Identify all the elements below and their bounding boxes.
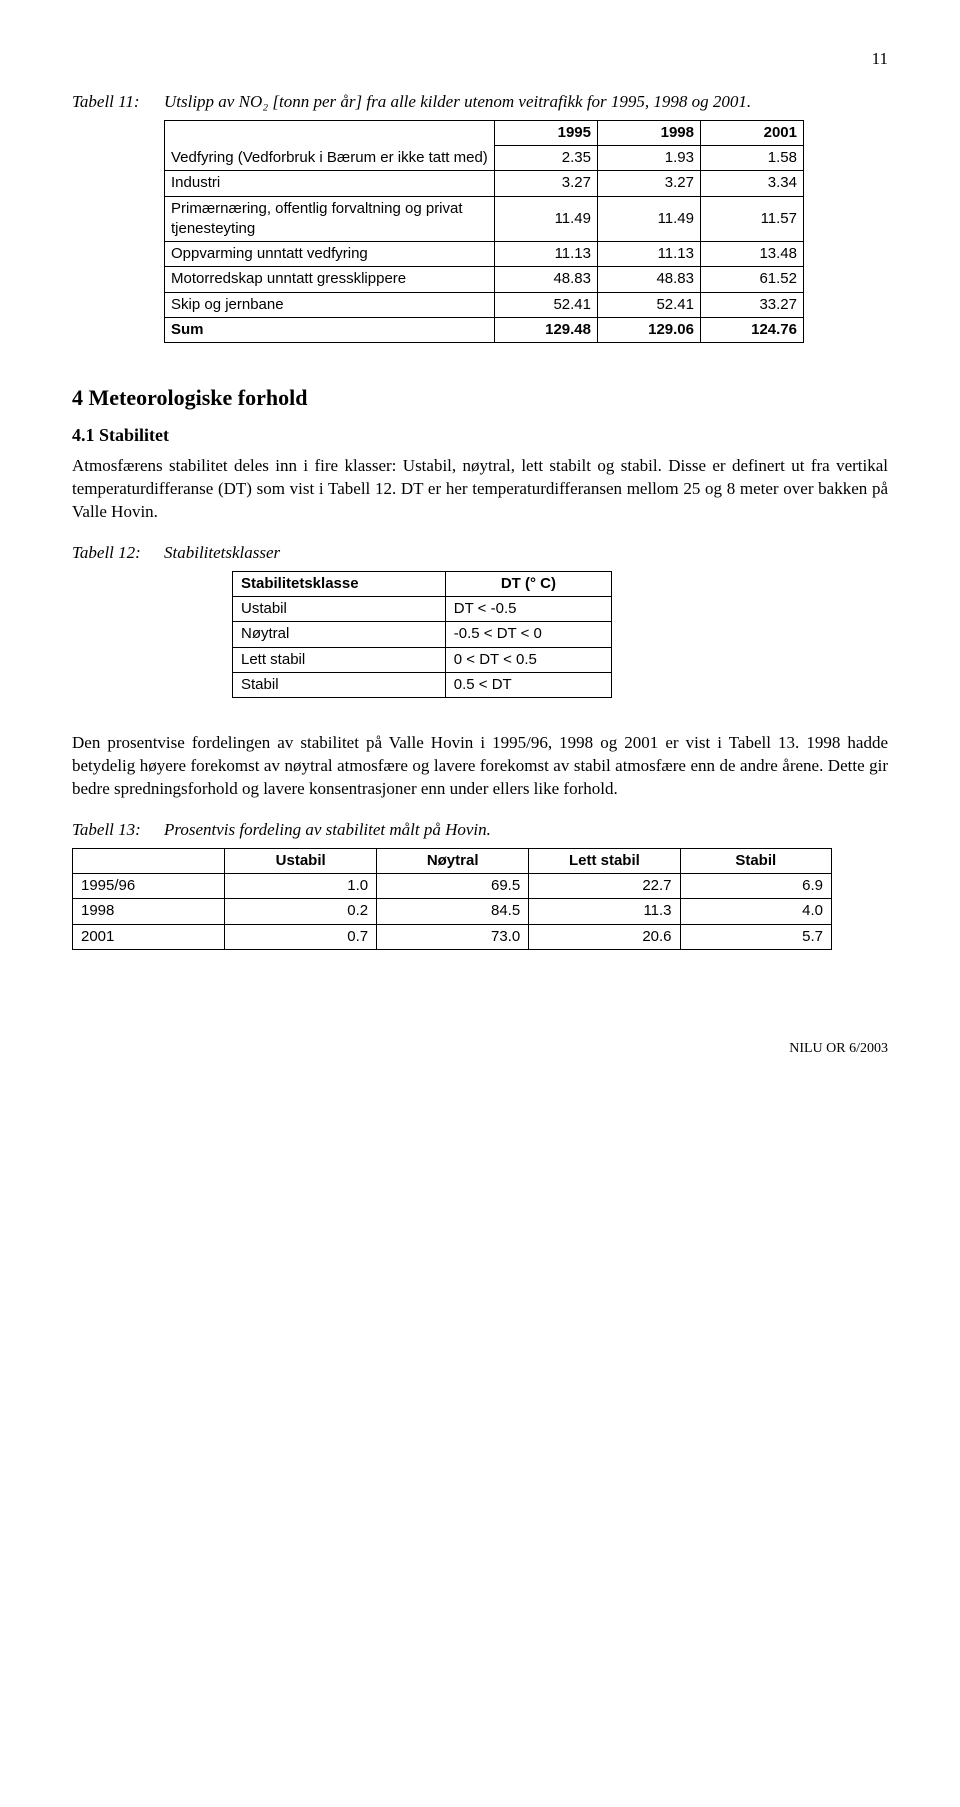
table11-caption-label: Tabell 11: bbox=[72, 91, 164, 114]
cell-label: Ustabil bbox=[233, 597, 446, 622]
cell-label: Industri bbox=[165, 171, 495, 196]
page-footer: NILU OR 6/2003 bbox=[72, 1040, 888, 1059]
table12-header-row: Stabilitetsklasse DT (° C) bbox=[233, 571, 612, 596]
cell-value: 84.5 bbox=[377, 899, 529, 924]
cell-value: 20.6 bbox=[529, 924, 680, 949]
table12-caption: Tabell 12: Stabilitetsklasser bbox=[72, 542, 888, 565]
table-row: Skip og jernbane 52.41 52.41 33.27 bbox=[165, 292, 804, 317]
cell-value: 0.2 bbox=[225, 899, 377, 924]
table12: Stabilitetsklasse DT (° C) Ustabil DT < … bbox=[232, 571, 612, 698]
cell-value: 5.7 bbox=[680, 924, 831, 949]
table-row: 1995/96 1.0 69.5 22.7 6.9 bbox=[73, 874, 832, 899]
cell-year: 2001 bbox=[73, 924, 225, 949]
table12-header-0: Stabilitetsklasse bbox=[233, 571, 446, 596]
table-row: 2001 0.7 73.0 20.6 5.7 bbox=[73, 924, 832, 949]
cell-value: 73.0 bbox=[377, 924, 529, 949]
cell-value: 13.48 bbox=[701, 242, 804, 267]
sum-value: 129.48 bbox=[495, 317, 598, 342]
table13-header-row: Ustabil Nøytral Lett stabil Stabil bbox=[73, 848, 832, 873]
table13-header-1: Nøytral bbox=[377, 848, 529, 873]
para-distribution: Den prosentvise fordelingen av stabilite… bbox=[72, 732, 888, 801]
cell-value: 33.27 bbox=[701, 292, 804, 317]
cell-value: 6.9 bbox=[680, 874, 831, 899]
table12-caption-text: Stabilitetsklasser bbox=[164, 542, 280, 565]
cell-value: 11.49 bbox=[495, 196, 598, 242]
table13-header-2: Lett stabil bbox=[529, 848, 680, 873]
cell-value: 0.5 < DT bbox=[445, 672, 611, 697]
cell-year: 1998 bbox=[73, 899, 225, 924]
cell-value: 1.0 bbox=[225, 874, 377, 899]
cell-value: 0.7 bbox=[225, 924, 377, 949]
table-row: Primærnæring, offentlig forvaltning og p… bbox=[165, 196, 804, 242]
cell-label: Oppvarming unntatt vedfyring bbox=[165, 242, 495, 267]
table12-caption-label: Tabell 12: bbox=[72, 542, 164, 565]
section4-1-heading: 4.1 Stabilitet bbox=[72, 423, 888, 447]
sum-value: 129.06 bbox=[598, 317, 701, 342]
cell-value: 1.93 bbox=[598, 146, 701, 171]
table-row: Stabil 0.5 < DT bbox=[233, 672, 612, 697]
table13-header-0: Ustabil bbox=[225, 848, 377, 873]
cell-value: 11.3 bbox=[529, 899, 680, 924]
sum-label: Sum bbox=[165, 317, 495, 342]
para-stability: Atmosfærens stabilitet deles inn i fire … bbox=[72, 455, 888, 524]
cell-value: 11.57 bbox=[701, 196, 804, 242]
sum-value: 124.76 bbox=[701, 317, 804, 342]
page-number: 11 bbox=[72, 48, 888, 71]
table-row: 1998 0.2 84.5 11.3 4.0 bbox=[73, 899, 832, 924]
cell-label: Stabil bbox=[233, 672, 446, 697]
cell-value: 2.35 bbox=[495, 146, 598, 171]
table13: Ustabil Nøytral Lett stabil Stabil 1995/… bbox=[72, 848, 832, 950]
cell-value: 61.52 bbox=[701, 267, 804, 292]
table11-caption: Tabell 11: Utslipp av NO₂ [tonn per år] … bbox=[72, 91, 888, 114]
table-row: Lett stabil 0 < DT < 0.5 bbox=[233, 647, 612, 672]
table-row: Nøytral -0.5 < DT < 0 bbox=[233, 622, 612, 647]
table11-header-1: 1998 bbox=[598, 120, 701, 145]
cell-value: 11.13 bbox=[495, 242, 598, 267]
table13-caption-text: Prosentvis fordeling av stabilitet målt … bbox=[164, 819, 491, 842]
cell-label: Lett stabil bbox=[233, 647, 446, 672]
section4-heading: 4 Meteorologiske forhold bbox=[72, 383, 888, 413]
cell-value: 48.83 bbox=[598, 267, 701, 292]
cell-value: 52.41 bbox=[598, 292, 701, 317]
cell-value: 1.58 bbox=[701, 146, 804, 171]
table11-sum-row: Sum 129.48 129.06 124.76 bbox=[165, 317, 804, 342]
table13-header-3: Stabil bbox=[680, 848, 831, 873]
cell-value: 3.27 bbox=[598, 171, 701, 196]
cell-year: 1995/96 bbox=[73, 874, 225, 899]
cell-value: 48.83 bbox=[495, 267, 598, 292]
table-row: Industri 3.27 3.27 3.34 bbox=[165, 171, 804, 196]
table11-header-0: 1995 bbox=[495, 120, 598, 145]
table11: 1995 1998 2001 Vedfyring (Vedforbruk i B… bbox=[164, 120, 804, 343]
cell-label: Vedfyring (Vedforbruk i Bærum er ikke ta… bbox=[165, 146, 495, 171]
cell-label: Nøytral bbox=[233, 622, 446, 647]
table11-caption-text: Utslipp av NO₂ [tonn per år] fra alle ki… bbox=[164, 91, 751, 114]
cell-value: 52.41 bbox=[495, 292, 598, 317]
cell-label: Primærnæring, offentlig forvaltning og p… bbox=[165, 196, 495, 242]
table11-header-row: 1995 1998 2001 bbox=[165, 120, 804, 145]
cell-value: DT < -0.5 bbox=[445, 597, 611, 622]
cell-value: 69.5 bbox=[377, 874, 529, 899]
cell-value: 22.7 bbox=[529, 874, 680, 899]
cell-label: Motorredskap unntatt gressklippere bbox=[165, 267, 495, 292]
table12-header-1: DT (° C) bbox=[445, 571, 611, 596]
table13-caption-label: Tabell 13: bbox=[72, 819, 164, 842]
table-row: Motorredskap unntatt gressklippere 48.83… bbox=[165, 267, 804, 292]
cell-value: 0 < DT < 0.5 bbox=[445, 647, 611, 672]
table-row: Vedfyring (Vedforbruk i Bærum er ikke ta… bbox=[165, 146, 804, 171]
table13-caption: Tabell 13: Prosentvis fordeling av stabi… bbox=[72, 819, 888, 842]
cell-value: 3.34 bbox=[701, 171, 804, 196]
cell-label: Skip og jernbane bbox=[165, 292, 495, 317]
cell-value: -0.5 < DT < 0 bbox=[445, 622, 611, 647]
table-row: Ustabil DT < -0.5 bbox=[233, 597, 612, 622]
cell-value: 11.49 bbox=[598, 196, 701, 242]
cell-value: 4.0 bbox=[680, 899, 831, 924]
table11-header-2: 2001 bbox=[701, 120, 804, 145]
cell-value: 11.13 bbox=[598, 242, 701, 267]
table-row: Oppvarming unntatt vedfyring 11.13 11.13… bbox=[165, 242, 804, 267]
cell-value: 3.27 bbox=[495, 171, 598, 196]
